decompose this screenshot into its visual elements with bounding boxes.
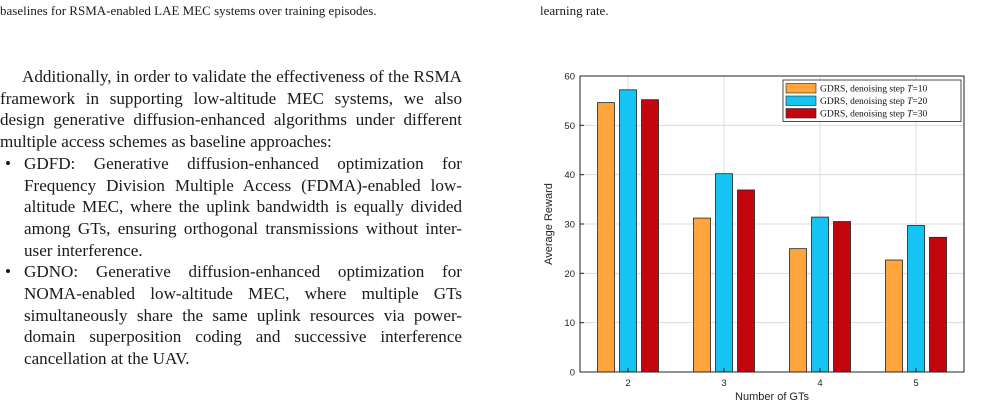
list-item-text: GDFD: Generative diffusion-enhanced opti… [24, 153, 462, 260]
y-tick-label: 0 [570, 368, 575, 379]
figure-caption-left: baselines for RSMA-enabled LAE MEC syste… [0, 3, 377, 18]
list-item: • GDNO: Generative diffusion-enhanced op… [0, 261, 462, 370]
x-tick-label: 5 [913, 378, 918, 389]
y-tick-label: 20 [564, 269, 575, 280]
baseline-list: • GDFD: Generative diffusion-enhanced op… [0, 153, 462, 370]
x-tick-label: 2 [625, 378, 630, 389]
legend-swatch [785, 83, 817, 94]
bullet-symbol: • [5, 262, 11, 282]
body-text-column: Additionally, in order to validate the e… [0, 66, 462, 370]
legend-label: GDRS, denoising step T=20 [820, 97, 927, 107]
y-tick-label: 50 [564, 121, 575, 132]
y-tick-label: 30 [564, 220, 575, 231]
list-item: • GDFD: Generative diffusion-enhanced op… [0, 153, 462, 262]
chart-legend: GDRS, denoising step T=10 GDRS, denoising… [782, 79, 962, 122]
bullet-symbol: • [5, 153, 11, 173]
chart-svg: 0 10 20 30 40 50 60 2 3 4 5 Average Reward Number … [543, 72, 965, 403]
bar-series-1 [693, 217, 711, 373]
bar-series-3 [641, 99, 659, 373]
legend-swatch [785, 95, 817, 106]
reward-bar-chart: 0 10 20 30 40 50 60 2 3 4 5 Average Reward Number … [540, 68, 970, 411]
y-tick-label: 10 [564, 318, 575, 329]
intro-paragraph: Additionally, in order to validate the e… [0, 67, 462, 152]
figure-caption-right: learning rate. [540, 3, 609, 18]
bar-series-3 [737, 189, 755, 373]
y-tick-label: 60 [564, 72, 575, 83]
bar-series-3 [833, 221, 851, 373]
tick-layer: 0 10 20 30 40 50 60 2 3 4 5 [564, 72, 918, 390]
bar-series-1 [597, 102, 615, 373]
legend-label: GDRS, denoising step T=10 [820, 85, 927, 95]
bar-series-2 [715, 173, 733, 373]
list-item-text: GDNO: Generative diffusion-enhanced opti… [24, 262, 462, 369]
x-axis-label: Number of GTs [735, 391, 809, 403]
bar-series-1 [789, 248, 807, 373]
x-tick-label: 3 [721, 378, 726, 389]
bar-series-3 [929, 236, 947, 373]
bar-series-2 [811, 216, 829, 373]
y-tick-label: 40 [564, 170, 575, 181]
legend-swatch [785, 108, 817, 119]
legend-label: GDRS, denoising step T=30 [820, 110, 927, 120]
bar-series-1 [885, 259, 903, 373]
x-tick-label: 4 [817, 378, 822, 389]
bar-series-2 [907, 225, 925, 373]
bar-layer [597, 89, 947, 373]
bar-series-2 [619, 89, 637, 373]
y-axis-label: Average Reward [543, 183, 555, 265]
